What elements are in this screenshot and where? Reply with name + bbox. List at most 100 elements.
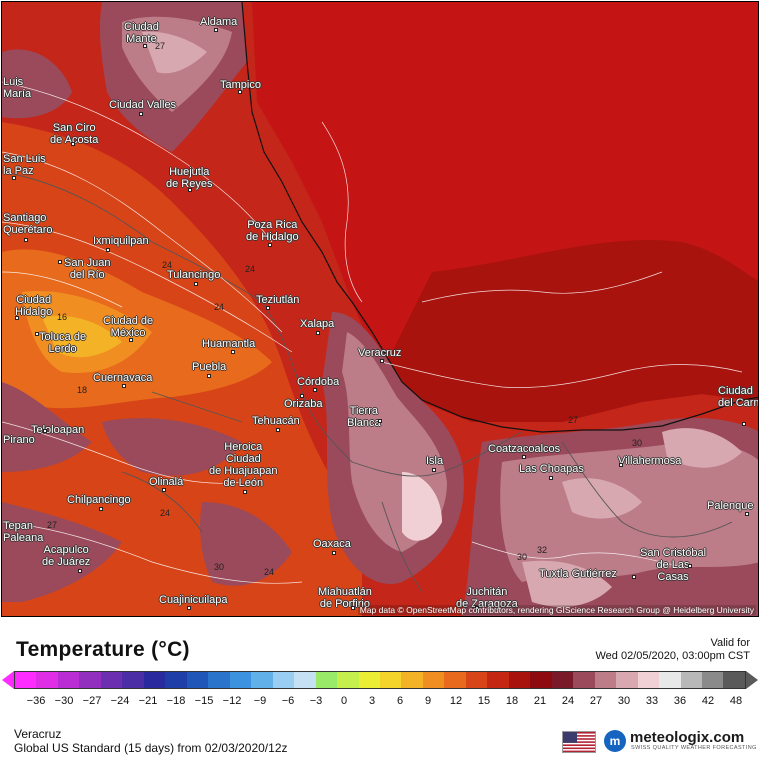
city-marker <box>188 188 192 192</box>
city-marker <box>214 28 218 32</box>
scale-tick-label: 9 <box>424 695 432 707</box>
isotherm-label: 24 <box>214 302 225 312</box>
city-marker <box>143 44 147 48</box>
scale-tick-label: 30 <box>617 695 631 707</box>
scale-ticks: −36 −30 −27 −24 −21 −18 −15 −12 −9 −6 −3 0 3 6 9 12 15 18… <box>2 695 758 709</box>
temperature-map[interactable]: Ciudad Mante Aldama Tampico Luis María Ciu… <box>1 1 759 617</box>
color-swatch <box>422 672 445 688</box>
city-marker <box>238 90 242 94</box>
city-label: Tehuacán <box>252 415 300 427</box>
brand-logo[interactable]: m meteologix.com SWISS QUALITY WEATHER F… <box>604 729 757 755</box>
isotherm-label: 27 <box>155 41 166 51</box>
city-label: Orizaba <box>284 398 323 410</box>
isotherm-label: 16 <box>57 312 68 322</box>
city-label: Toluca de Lerdo <box>39 331 87 355</box>
us-flag-icon <box>562 731 596 753</box>
color-swatch <box>444 672 466 688</box>
city-marker <box>378 419 382 423</box>
color-swatch <box>15 672 37 688</box>
map-credit: Map data © OpenStreetMap contributors, r… <box>357 605 756 615</box>
city-marker <box>58 260 62 264</box>
color-swatch <box>294 672 316 688</box>
city-marker <box>122 384 126 388</box>
color-swatch <box>723 672 745 688</box>
scale-tick-label: 0 <box>340 695 348 707</box>
color-swatch <box>165 672 187 688</box>
city-marker <box>78 569 82 573</box>
city-label: Pirano <box>3 434 35 446</box>
scale-tick-label: 42 <box>701 695 715 707</box>
city-label: Acapulco de Juárez <box>42 544 91 568</box>
city-label: Cuernavaca <box>93 372 153 384</box>
isotherm-label: 30 <box>517 552 528 562</box>
brand-name: meteologix.com <box>630 729 745 746</box>
city-label: Cuajinicuilapa <box>159 594 228 606</box>
city-label: Huamantla <box>202 338 256 350</box>
city-label: Miahuatlán de Porfirio <box>318 586 372 610</box>
city-label: Oaxaca <box>313 538 351 550</box>
color-swatch <box>57 672 80 688</box>
city-label: Ixmiquilpan <box>93 235 149 247</box>
color-swatch <box>573 672 595 688</box>
city-marker <box>24 238 28 242</box>
city-marker <box>187 606 191 610</box>
city-marker <box>745 512 749 516</box>
color-swatch <box>358 672 380 688</box>
city-marker <box>276 428 280 432</box>
color-scale <box>2 671 758 691</box>
city-label: Coatzacoalcos <box>488 443 561 455</box>
city-label: Huejutla de Reyes <box>166 166 213 190</box>
scale-tick-label: 12 <box>449 695 463 707</box>
scale-tick-label: 3 <box>368 695 376 707</box>
city-marker <box>475 606 479 610</box>
city-label: Heroica Ciudad de Huajuapan de León <box>209 441 278 489</box>
city-marker <box>432 468 436 472</box>
color-swatch <box>616 672 638 688</box>
color-swatch <box>337 672 359 688</box>
city-marker <box>742 422 746 426</box>
city-marker <box>43 429 47 433</box>
city-marker <box>268 243 272 247</box>
color-swatch <box>79 672 101 688</box>
city-label: Ciudad de México <box>103 315 154 339</box>
city-label: Puebla <box>192 361 227 373</box>
isotherm-label: 18 <box>77 385 88 395</box>
city-label: Olinalá <box>149 476 184 488</box>
city-marker <box>266 306 270 310</box>
city-marker <box>139 112 143 116</box>
city-label: Villahermosa <box>618 455 682 467</box>
isotherm-label: 24 <box>162 260 173 270</box>
isotherm-label: 27 <box>568 415 579 425</box>
color-swatch <box>100 672 123 688</box>
city-marker <box>71 142 75 146</box>
city-label: Ciudad Valles <box>109 99 177 111</box>
valid-time: Wed 02/05/2020, 03:00pm CST <box>595 650 750 662</box>
color-swatch <box>36 672 58 688</box>
valid-label: Valid for <box>710 637 750 649</box>
color-swatch <box>659 672 681 688</box>
city-marker <box>632 575 636 579</box>
city-label: Tulancingo <box>167 269 221 281</box>
isotherm-label: 30 <box>214 562 225 572</box>
color-swatch <box>637 672 660 688</box>
city-label: Tuxtla Gutiérrez <box>539 568 617 580</box>
city-marker <box>231 350 235 354</box>
city-label: Tierra Blanca <box>347 405 381 429</box>
model-run: Global US Standard (15 days) from 02/03/… <box>14 741 288 755</box>
map-canvas <box>2 2 758 616</box>
city-label: Tampico <box>220 79 261 91</box>
isotherm-label: 30 <box>632 438 643 448</box>
city-label: Aldama <box>200 16 238 28</box>
brand-tagline: SWISS QUALITY WEATHER FORECASTING <box>631 745 757 751</box>
city-marker <box>35 332 39 336</box>
city-label: San Luis la Paz <box>3 153 46 177</box>
city-marker <box>207 374 211 378</box>
color-swatch <box>680 672 702 688</box>
scale-tick-label: −3 <box>309 695 323 707</box>
city-marker <box>313 388 317 392</box>
color-swatch <box>530 672 552 688</box>
color-swatch <box>508 672 531 688</box>
scale-tick-label: 18 <box>505 695 519 707</box>
city-marker <box>194 282 198 286</box>
